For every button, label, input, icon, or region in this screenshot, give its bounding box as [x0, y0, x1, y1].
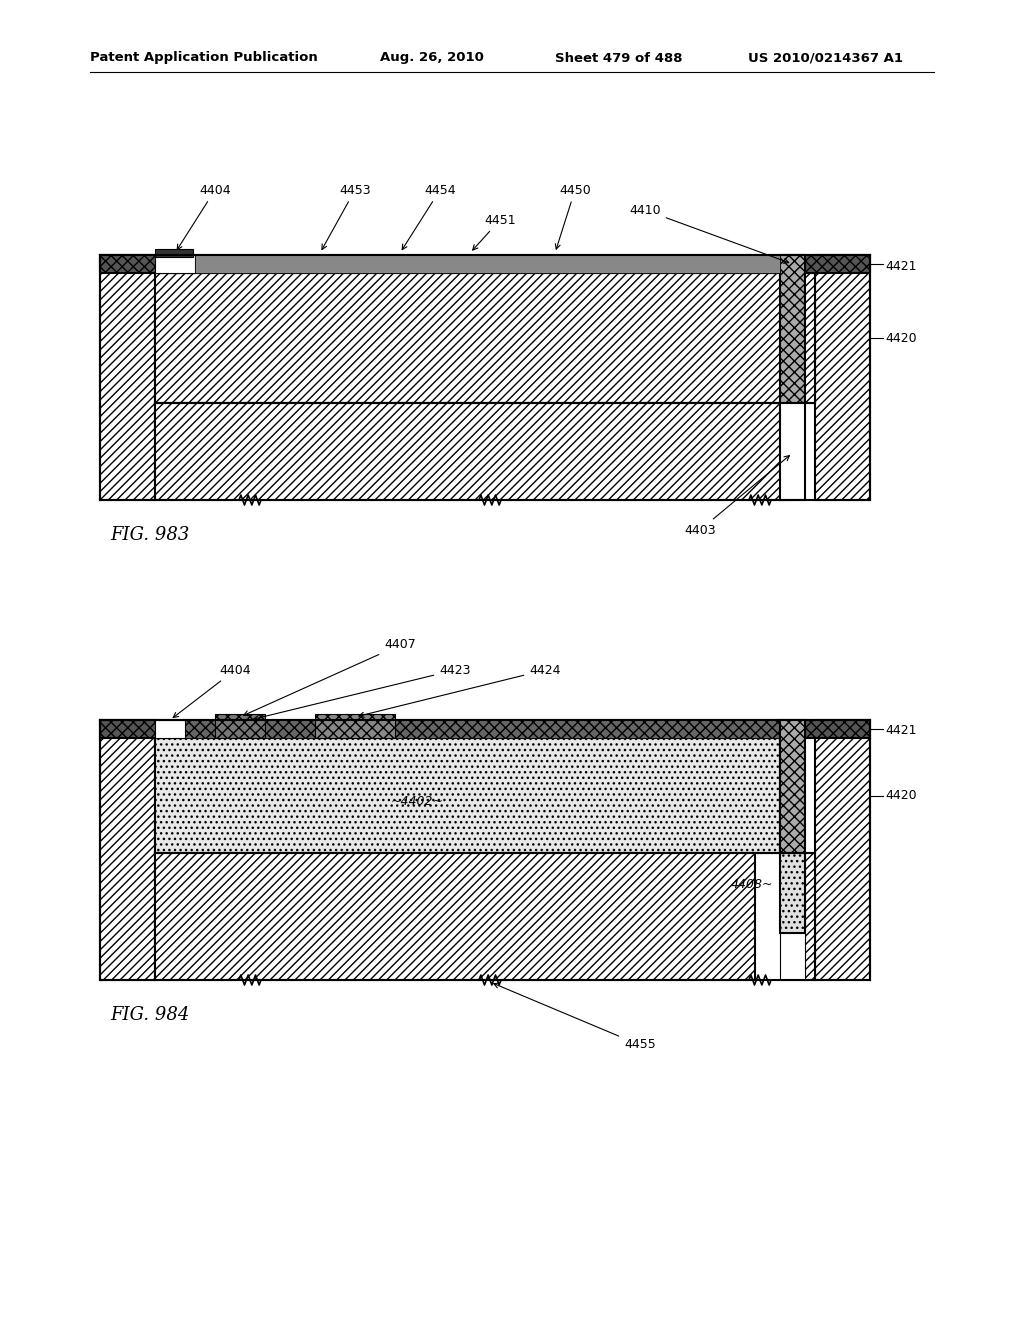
- Text: Sheet 479 of 488: Sheet 479 of 488: [555, 51, 683, 65]
- Bar: [780, 719, 805, 853]
- Text: 4455: 4455: [494, 983, 656, 1052]
- Text: 4407: 4407: [244, 639, 416, 715]
- Text: 4421: 4421: [885, 725, 916, 738]
- Text: 4453: 4453: [322, 183, 371, 249]
- Text: 4423: 4423: [254, 664, 471, 721]
- Text: 4424: 4424: [358, 664, 561, 717]
- Bar: [155, 719, 185, 738]
- Text: 4408~: 4408~: [731, 879, 774, 891]
- Text: 4410: 4410: [629, 203, 788, 263]
- Text: US 2010/0214367 A1: US 2010/0214367 A1: [748, 51, 903, 65]
- Text: 4454: 4454: [402, 183, 456, 249]
- Bar: [780, 933, 805, 979]
- Bar: [100, 719, 870, 738]
- Text: FIG. 984: FIG. 984: [110, 1006, 189, 1024]
- Bar: [780, 255, 805, 403]
- Bar: [155, 853, 755, 979]
- Bar: [805, 853, 815, 979]
- Text: 4450: 4450: [555, 183, 591, 249]
- Bar: [815, 255, 870, 500]
- Bar: [185, 719, 780, 738]
- Bar: [195, 255, 780, 273]
- Bar: [155, 255, 195, 273]
- Bar: [780, 853, 805, 933]
- Text: Aug. 26, 2010: Aug. 26, 2010: [380, 51, 484, 65]
- Text: 4404: 4404: [173, 664, 251, 718]
- Text: FIG. 983: FIG. 983: [110, 525, 189, 544]
- Bar: [155, 273, 815, 403]
- Bar: [780, 403, 805, 500]
- Text: 4451: 4451: [473, 214, 516, 249]
- Bar: [215, 714, 265, 738]
- Text: 4403: 4403: [684, 455, 790, 536]
- Bar: [100, 719, 155, 979]
- Bar: [155, 403, 790, 500]
- Text: ~4402~: ~4402~: [391, 795, 444, 808]
- Bar: [100, 255, 870, 273]
- Text: 4404: 4404: [177, 183, 230, 249]
- Bar: [315, 714, 395, 738]
- Bar: [815, 719, 870, 979]
- Text: Patent Application Publication: Patent Application Publication: [90, 51, 317, 65]
- Bar: [155, 249, 193, 257]
- Text: 4421: 4421: [885, 260, 916, 272]
- Text: 4420: 4420: [885, 331, 916, 345]
- Text: 4420: 4420: [885, 789, 916, 803]
- Bar: [155, 738, 780, 853]
- Bar: [100, 255, 155, 500]
